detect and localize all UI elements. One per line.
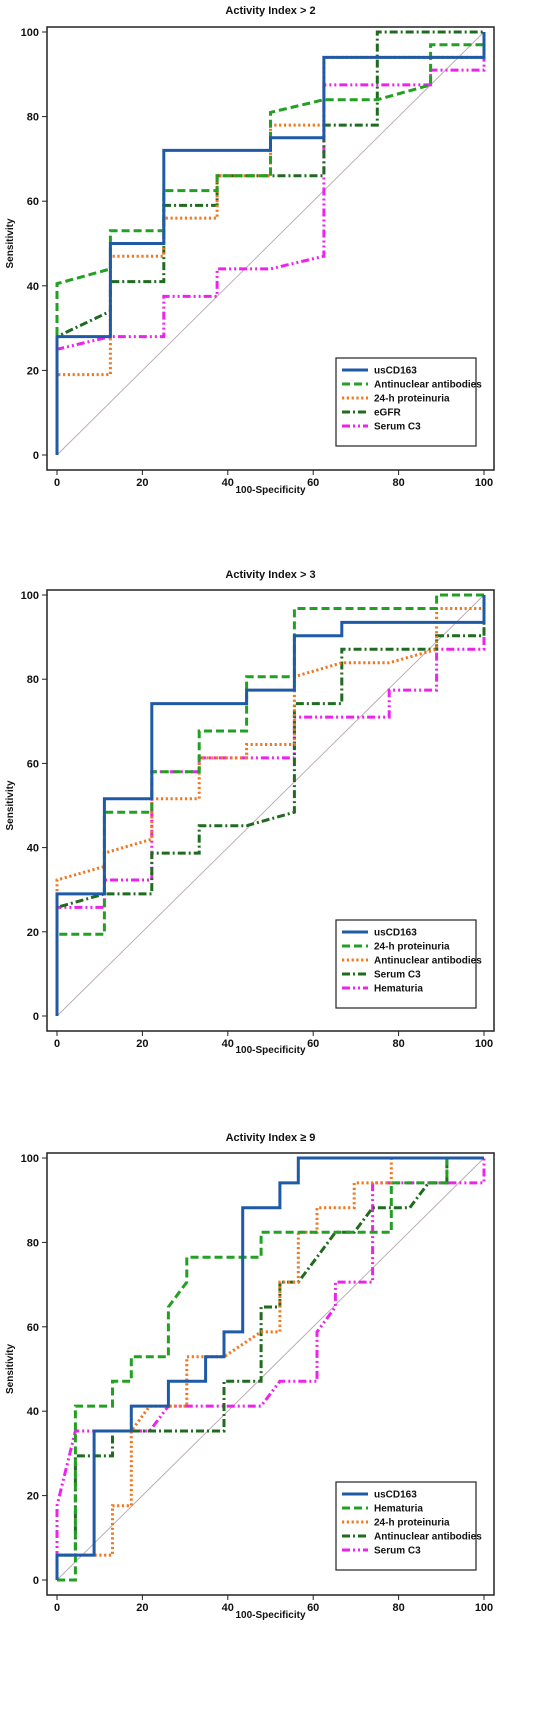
chart-panel-2: Activity Index > 3 0 20 40 60 80 100 0 20 40 60 80 1… xyxy=(5,569,495,1056)
chart-title: Activity Index > 2 xyxy=(225,5,315,17)
series-line-4 xyxy=(55,1156,484,1580)
y-tick-label: 60 xyxy=(27,1322,39,1334)
legend-label: 24-h proteinuria xyxy=(374,394,450,405)
y-axis-label: Sensitivity xyxy=(5,1344,16,1394)
reference-diagonal xyxy=(56,1157,485,1581)
y-axis-label: Sensitivity xyxy=(5,218,16,268)
series-line-2 xyxy=(57,1156,484,1582)
reference-diagonal xyxy=(56,594,485,1017)
y-tick-label: 100 xyxy=(21,27,39,39)
y-tick-label: 40 xyxy=(27,1406,39,1418)
y-tick-label: 100 xyxy=(21,1153,39,1165)
x-tick-label: 0 xyxy=(54,1038,60,1050)
chart-panel-3: Activity Index ≥ 9 0 20 40 60 80 100 0 20 40 60 80 1… xyxy=(5,1132,495,1621)
series-line-4 xyxy=(55,595,486,1016)
legend-label: Hematuria xyxy=(374,984,423,995)
y-tick-label: 0 xyxy=(33,450,39,462)
legend-label: Hematuria xyxy=(374,1504,423,1515)
x-tick-label: 20 xyxy=(136,1038,148,1050)
legend: usCD163 Antinuclear antibodies 24-h protei… xyxy=(335,357,482,447)
x-tick-label: 100 xyxy=(475,477,493,489)
y-tick-label: 60 xyxy=(27,758,39,770)
y-tick-label: 80 xyxy=(27,112,39,124)
y-axis-label: Sensitivity xyxy=(5,780,16,830)
y-tick-label: 80 xyxy=(27,674,39,686)
legend-label: 24-h proteinuria xyxy=(374,942,450,953)
legend: usCD163 Hematuria 24-h proteinuria Antinucl… xyxy=(335,1481,482,1571)
plot-frame xyxy=(46,1152,495,1596)
legend-label: Antinuclear antibodies xyxy=(374,380,482,391)
legend-label: Antinuclear antibodies xyxy=(374,1532,482,1543)
x-axis-label: 100-Specificity xyxy=(235,1045,305,1056)
legend-label: eGFR xyxy=(374,408,401,419)
x-tick-label: 60 xyxy=(307,477,319,489)
legend-box xyxy=(335,919,477,1009)
y-tick-label: 60 xyxy=(27,196,39,208)
legend-box xyxy=(335,1481,477,1571)
plot-frame xyxy=(46,589,495,1032)
x-tick-label: 0 xyxy=(54,477,60,489)
x-axis-label: 100-Specificity xyxy=(235,1610,305,1621)
x-tick-label: 40 xyxy=(222,1602,234,1614)
chart-title: Activity Index > 3 xyxy=(225,569,315,581)
reference-diagonal xyxy=(56,31,485,456)
x-tick-label: 60 xyxy=(307,1602,319,1614)
legend-label: Serum C3 xyxy=(374,970,421,981)
legend-label: usCD163 xyxy=(374,928,417,939)
series-line-3 xyxy=(55,1156,484,1580)
y-tick-label: 80 xyxy=(27,1237,39,1249)
x-tick-label: 40 xyxy=(222,1038,234,1050)
y-tick-label: 40 xyxy=(27,281,39,293)
x-tick-label: 60 xyxy=(307,1038,319,1050)
legend-label: Serum C3 xyxy=(374,1546,421,1557)
legend: usCD163 24-h proteinuria Antinuclear antib… xyxy=(335,919,482,1009)
x-axis-label: 100-Specificity xyxy=(235,485,305,496)
x-tick-label: 80 xyxy=(392,477,404,489)
x-tick-label: 20 xyxy=(136,477,148,489)
y-tick-label: 20 xyxy=(27,927,39,939)
legend-label: usCD163 xyxy=(374,366,417,377)
x-tick-label: 100 xyxy=(475,1602,493,1614)
x-tick-label: 20 xyxy=(136,1602,148,1614)
legend-box xyxy=(335,357,477,447)
x-tick-label: 0 xyxy=(54,1602,60,1614)
y-tick-label: 0 xyxy=(33,1575,39,1587)
x-tick-label: 80 xyxy=(392,1602,404,1614)
y-tick-label: 0 xyxy=(33,1011,39,1023)
series-line-1 xyxy=(55,32,486,455)
plot-frame xyxy=(46,26,495,471)
series-line-5 xyxy=(55,32,486,455)
chart-title: Activity Index ≥ 9 xyxy=(226,1132,316,1144)
legend-label: 24-h proteinuria xyxy=(374,1518,450,1529)
legend-label: Serum C3 xyxy=(374,422,421,433)
y-tick-label: 100 xyxy=(21,590,39,602)
legend-label: usCD163 xyxy=(374,1490,417,1501)
x-tick-label: 100 xyxy=(475,1038,493,1050)
y-tick-label: 20 xyxy=(27,1491,39,1503)
y-tick-label: 40 xyxy=(27,843,39,855)
chart-panel-1: Activity Index > 2 0 20 40 60 80 100 0 20 40 60 80 1… xyxy=(5,5,495,496)
y-tick-label: 20 xyxy=(27,365,39,377)
x-tick-label: 40 xyxy=(222,477,234,489)
series-line-3 xyxy=(55,595,486,1016)
series-line-1 xyxy=(55,1156,484,1580)
legend-label: Antinuclear antibodies xyxy=(374,956,482,967)
series-line-1 xyxy=(55,595,486,1016)
x-tick-label: 80 xyxy=(392,1038,404,1050)
